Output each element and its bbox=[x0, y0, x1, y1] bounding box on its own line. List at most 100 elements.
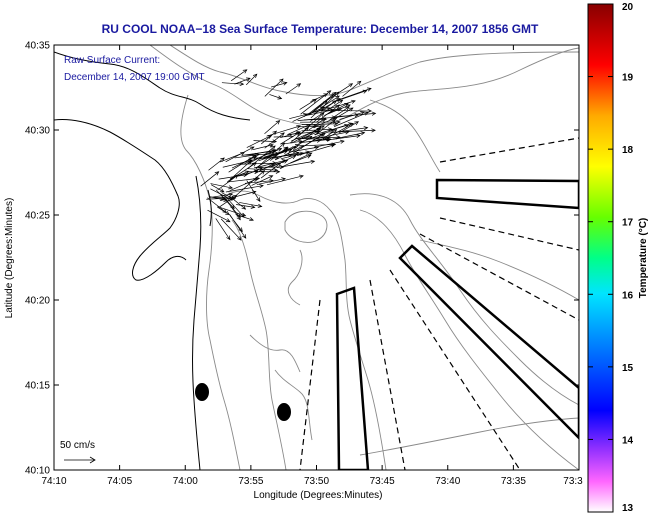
current-vector-arrow bbox=[229, 178, 258, 191]
current-vector-arrow bbox=[301, 121, 339, 126]
current-vector-arrow bbox=[328, 99, 356, 110]
current-vector-arrow bbox=[326, 83, 354, 102]
x-tick-label: 73:55 bbox=[238, 476, 263, 487]
current-vector-arrow bbox=[255, 159, 287, 168]
current-vector-arrow bbox=[291, 127, 322, 142]
current-vector-arrow bbox=[264, 78, 284, 97]
current-vector-arrow bbox=[336, 111, 377, 118]
x-tick-label: 74:05 bbox=[107, 476, 132, 487]
colorbar-tick-label: 15 bbox=[622, 363, 634, 374]
dashed-lines bbox=[299, 137, 579, 470]
x-axis-label: Longitude (Degrees:Minutes) bbox=[254, 490, 383, 501]
current-vector-arrow bbox=[269, 94, 283, 100]
x-tick-label: 73:50 bbox=[304, 476, 329, 487]
surface-current-vectors bbox=[200, 69, 377, 241]
current-vector-arrow bbox=[342, 80, 362, 97]
mooring-marker bbox=[195, 383, 209, 401]
x-tick-label: 74:10 bbox=[41, 476, 66, 487]
current-vector-arrow bbox=[267, 153, 293, 159]
colorbar-tick-label: 16 bbox=[622, 290, 634, 301]
current-vector-arrow bbox=[310, 93, 329, 102]
current-vector-arrow bbox=[289, 145, 320, 153]
current-vector-arrow bbox=[314, 139, 345, 148]
current-vector-arrow bbox=[266, 124, 301, 137]
current-vector-arrow bbox=[295, 124, 319, 129]
colorbar bbox=[587, 3, 614, 513]
colorbar-tick-label: 13 bbox=[622, 503, 634, 514]
current-annotation-line2: December 14, 2007 19:00 GMT bbox=[64, 72, 205, 83]
colorbar-tick-label: 19 bbox=[622, 73, 634, 84]
current-vector-arrow bbox=[210, 184, 225, 193]
x-axis-ticks: 74:10 74:05 74:00 73:55 73:50 73:45 73:40 73:35… bbox=[41, 45, 583, 487]
current-vector-arrow bbox=[280, 151, 300, 157]
current-annotation-line1: Raw Surface Current: bbox=[64, 55, 160, 66]
y-tick-label: 40:20 bbox=[25, 296, 50, 307]
current-vector-arrow bbox=[251, 175, 274, 186]
y-tick-label: 40:35 bbox=[25, 41, 50, 52]
current-vector-arrow bbox=[229, 159, 253, 181]
current-vector-arrow bbox=[298, 112, 325, 136]
current-vector-arrow bbox=[200, 171, 220, 187]
current-vector-arrow bbox=[210, 183, 234, 190]
y-axis-ticks: 40:35 40:30 40:25 40:20 40:15 40:10 bbox=[25, 41, 579, 477]
current-vector-arrow bbox=[226, 197, 245, 218]
x-tick-label: 73:45 bbox=[370, 476, 395, 487]
current-vector-arrow bbox=[324, 103, 349, 116]
current-vector-arrow bbox=[289, 126, 310, 144]
current-vector-arrow bbox=[264, 120, 281, 134]
current-vector-arrow bbox=[246, 135, 273, 148]
current-vector-arrow bbox=[303, 106, 331, 116]
current-vector-arrow bbox=[209, 192, 234, 198]
current-vector-arrow bbox=[221, 192, 235, 200]
current-vector-arrow bbox=[255, 142, 286, 169]
y-tick-label: 40:30 bbox=[25, 126, 50, 137]
current-vector-arrow bbox=[225, 184, 264, 193]
current-vector-arrow bbox=[333, 133, 361, 140]
current-vector-arrow bbox=[313, 130, 350, 140]
current-vector-arrow bbox=[239, 202, 263, 208]
x-tick-label: 73:40 bbox=[435, 476, 460, 487]
current-vector-arrow bbox=[219, 151, 245, 163]
current-vector-arrow bbox=[311, 91, 337, 114]
current-vector-arrow bbox=[229, 214, 247, 239]
scale-label: 50 cm/s bbox=[60, 440, 95, 451]
current-vector-arrow bbox=[234, 152, 260, 159]
current-vector-arrow bbox=[270, 146, 289, 161]
current-vector-arrow bbox=[210, 188, 233, 201]
current-vector-arrow bbox=[236, 204, 256, 209]
current-vector-arrow bbox=[207, 209, 231, 223]
colorbar-label: Temperature (°C) bbox=[638, 218, 649, 299]
current-vector-arrow bbox=[217, 206, 230, 216]
current-vector-arrow bbox=[276, 159, 316, 168]
y-tick-label: 40:15 bbox=[25, 381, 50, 392]
y-axis-label: Latitude (Degrees:Minutes) bbox=[4, 198, 15, 319]
x-tick-label: 74:00 bbox=[173, 476, 198, 487]
current-vector-arrow bbox=[207, 197, 228, 214]
current-vector-arrow bbox=[337, 128, 376, 133]
map-panel bbox=[54, 45, 579, 470]
current-vector-arrow bbox=[221, 81, 245, 87]
current-vector-arrow bbox=[244, 178, 274, 184]
current-vector-arrow bbox=[234, 77, 251, 85]
coastline bbox=[54, 51, 251, 470]
current-vector-arrow bbox=[217, 206, 247, 217]
colorbar-tick-label: 14 bbox=[622, 435, 634, 446]
current-vector-arrow bbox=[220, 218, 242, 241]
current-vector-arrow bbox=[331, 108, 373, 114]
current-vector-arrow bbox=[280, 131, 301, 145]
scale-arrow bbox=[64, 456, 96, 464]
current-vector-arrow bbox=[208, 196, 229, 202]
current-vector-arrow bbox=[328, 126, 369, 134]
current-vector-arrow bbox=[332, 89, 368, 103]
current-vector-arrow bbox=[266, 174, 304, 186]
current-vector-arrow bbox=[245, 73, 258, 86]
current-vector-arrow bbox=[217, 174, 239, 191]
current-vector-arrow bbox=[296, 143, 336, 157]
current-vector-arrow bbox=[230, 69, 248, 82]
current-vector-arrow bbox=[222, 159, 253, 168]
current-vector-arrow bbox=[222, 196, 241, 219]
x-tick-label: 73:35 bbox=[501, 476, 526, 487]
current-vector-arrow bbox=[285, 83, 302, 95]
mooring-marker bbox=[277, 403, 291, 421]
y-tick-label: 40:25 bbox=[25, 211, 50, 222]
